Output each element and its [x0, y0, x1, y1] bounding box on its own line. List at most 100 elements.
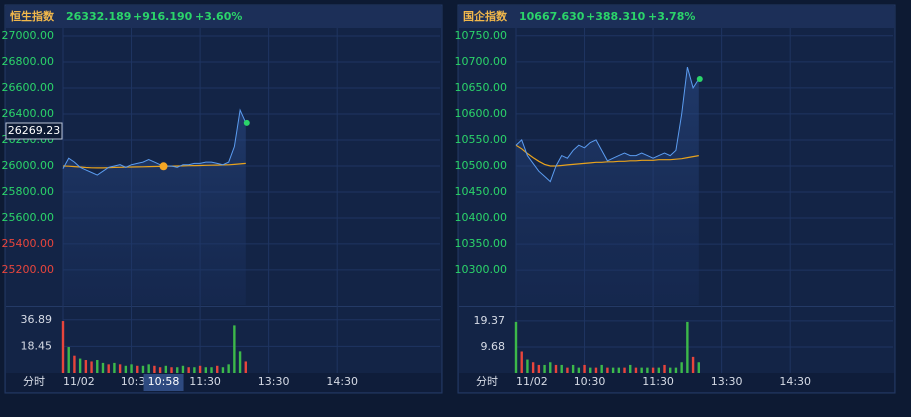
volume-bar	[210, 367, 213, 373]
volume-bar	[130, 364, 133, 373]
y-tick-label: 10550.00	[455, 133, 508, 146]
last-price-dot	[696, 76, 703, 83]
volume-bar	[118, 364, 122, 373]
volume-bar	[543, 364, 546, 373]
volume-bar	[669, 367, 672, 373]
index-name: 恒生指数	[10, 9, 55, 23]
volume-bar	[520, 351, 523, 373]
volume-bar	[663, 364, 666, 373]
y-tick-label: 26800.00	[2, 55, 55, 68]
volume-bar	[611, 367, 615, 373]
volume-bar	[583, 364, 586, 373]
panel-header	[459, 6, 894, 28]
volume-bar	[78, 358, 82, 373]
volume-bar	[629, 364, 632, 373]
x-tick-label: 10:30	[574, 375, 606, 388]
crosshair-time-box	[143, 374, 184, 391]
volume-bar	[594, 367, 598, 373]
price-line	[62, 108, 247, 176]
volume-bar	[221, 367, 225, 373]
volume-bar	[158, 367, 162, 373]
volume-divider	[6, 306, 441, 307]
last-price-dot	[243, 119, 250, 126]
volume-bar	[514, 321, 518, 373]
volume-bar	[623, 367, 626, 373]
volume-bar	[136, 365, 139, 373]
crosshair-time: 10:58	[148, 375, 180, 388]
y-tick-label: 10750.00	[455, 29, 508, 42]
volume-bar	[680, 362, 683, 373]
x-tick-label: 11:30	[642, 375, 674, 388]
volume-bar	[124, 365, 128, 373]
volume-bar	[691, 356, 695, 373]
index-panel: 国企指数 10667.630 +388.310 +3.78% 10300.00 10350…	[455, 4, 896, 394]
time-axis-bg	[459, 373, 894, 392]
volume-divider	[459, 306, 894, 307]
y-tick-label: 10700.00	[455, 55, 508, 68]
index-last: 26332.189	[66, 10, 131, 23]
volume-bar	[577, 367, 581, 373]
index-panel: 恒生指数 26332.189 +916.190 +3.60% 25200.00 25400…	[2, 4, 443, 394]
volume-bar	[697, 362, 700, 373]
volume-tick-label: 18.45	[21, 339, 53, 352]
volume-bar	[657, 367, 661, 373]
volume-bar	[67, 347, 70, 373]
volume-bar	[526, 359, 529, 373]
volume-bar	[233, 325, 236, 373]
index-change: +916.190	[133, 10, 193, 23]
index-name: 国企指数	[463, 9, 508, 23]
volume-bar	[606, 367, 609, 373]
x-tick-label: 14:30	[779, 375, 811, 388]
y-tick-label: 10300.00	[455, 263, 508, 276]
price-line	[515, 66, 700, 183]
y-tick-label: 10500.00	[455, 159, 508, 172]
y-tick-label: 10600.00	[455, 107, 508, 120]
volume-bar	[537, 364, 541, 373]
y-tick-label: 26600.00	[2, 81, 55, 94]
y-tick-label: 25600.00	[2, 211, 55, 224]
volume-bar	[646, 367, 649, 373]
volume-bar	[244, 361, 247, 373]
volume-tick-label: 9.68	[481, 340, 506, 353]
index-last: 10667.630	[519, 10, 585, 23]
volume-bar	[531, 362, 535, 373]
volume-bar	[560, 364, 563, 373]
volume-bar	[600, 364, 603, 373]
volume-bar	[176, 367, 179, 373]
volume-bar	[84, 360, 88, 373]
volume-bar	[651, 367, 655, 373]
volume-bar	[96, 360, 99, 373]
price-area	[516, 67, 699, 305]
index-change-pct: +3.60%	[195, 10, 242, 23]
volume-bar	[153, 365, 156, 373]
y-tick-label: 25400.00	[2, 237, 55, 250]
crosshair-value: 26269.23	[8, 124, 61, 137]
volume-bar	[634, 367, 638, 373]
y-tick-label: 10650.00	[455, 81, 508, 94]
average-line	[515, 144, 699, 167]
volume-bar	[147, 364, 150, 373]
volume-bar	[198, 365, 202, 373]
y-tick-label: 26400.00	[2, 107, 55, 120]
volume-bar	[170, 367, 173, 373]
index-change-pct: +3.78%	[648, 10, 695, 23]
crosshair-dot	[159, 162, 168, 171]
y-tick-label: 25800.00	[2, 185, 55, 198]
x-tick-label: 11/02	[63, 375, 95, 388]
y-tick-label: 25200.00	[2, 263, 55, 276]
y-tick-label: 27000.00	[2, 29, 55, 42]
x-tick-label: 11/02	[516, 375, 548, 388]
volume-bar	[640, 367, 643, 373]
volume-bar	[549, 362, 552, 373]
panel-header	[6, 6, 441, 28]
volume-bar	[181, 365, 185, 373]
volume-bar	[164, 365, 168, 373]
y-tick-label: 10400.00	[455, 211, 508, 224]
index-change: +388.310	[586, 10, 646, 23]
x-axis-label: 分时	[476, 375, 498, 388]
x-tick-label: 13:30	[258, 375, 290, 388]
volume-bar	[90, 361, 93, 373]
crosshair-value-box	[5, 122, 63, 140]
